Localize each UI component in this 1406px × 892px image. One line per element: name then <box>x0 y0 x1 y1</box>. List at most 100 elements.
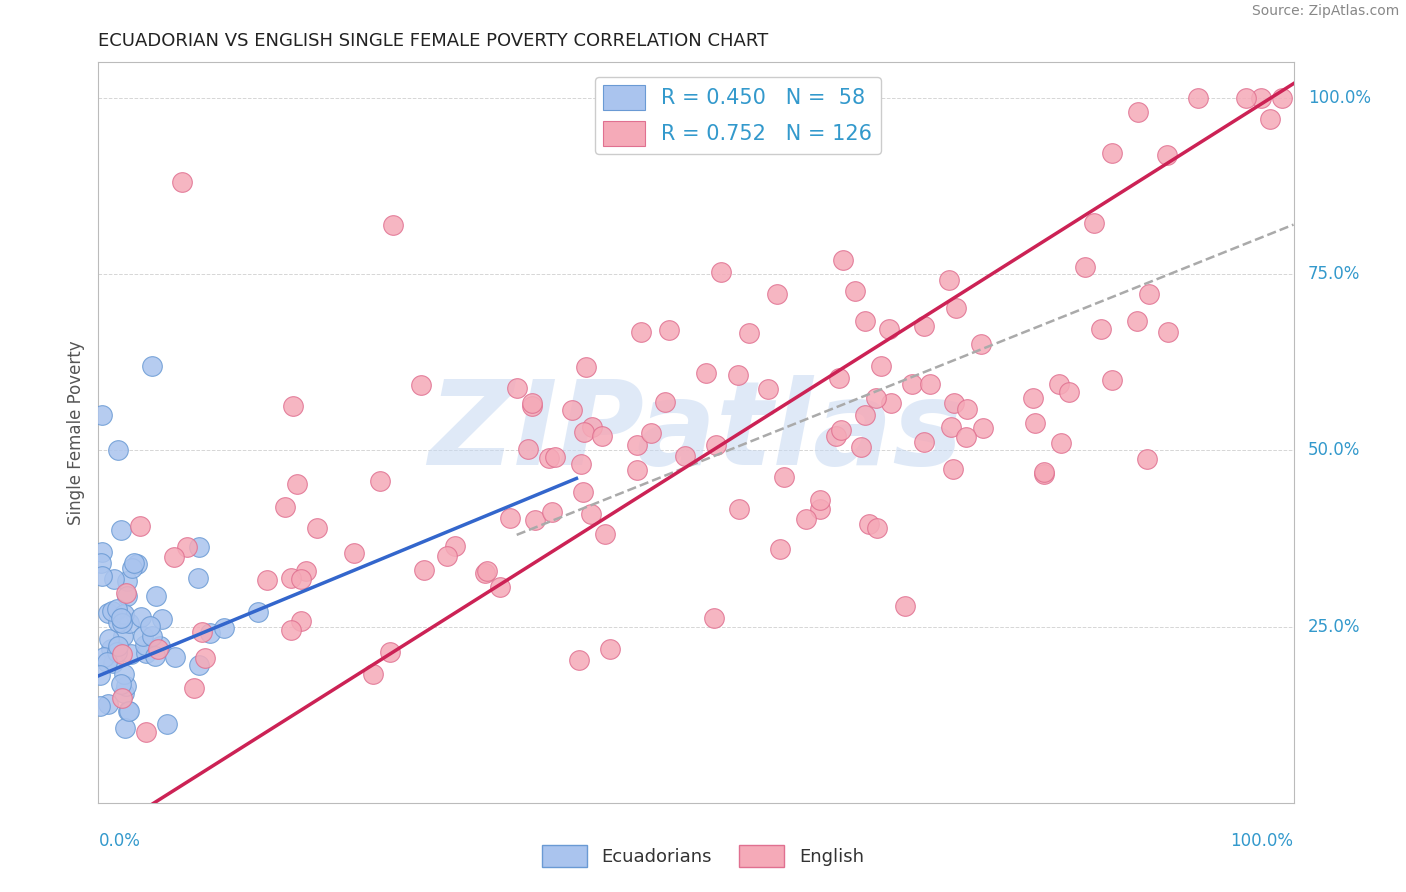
Point <box>591 429 613 443</box>
Point <box>544 450 567 464</box>
Point <box>117 574 139 588</box>
Point <box>865 391 887 405</box>
Point <box>630 325 652 339</box>
Point <box>756 382 779 396</box>
Point <box>1136 452 1159 467</box>
Point <box>474 566 496 581</box>
Text: 50.0%: 50.0% <box>1308 442 1360 459</box>
Point <box>112 607 135 621</box>
Point <box>673 450 696 464</box>
Point <box>110 677 132 691</box>
Point <box>98 632 121 647</box>
Legend: R = 0.450   N =  58, R = 0.752   N = 126: R = 0.450 N = 58, R = 0.752 N = 126 <box>595 77 880 154</box>
Point <box>361 667 384 681</box>
Point <box>955 430 977 444</box>
Point <box>188 657 211 672</box>
Point <box>1234 91 1257 105</box>
Point <box>866 521 889 535</box>
Point <box>149 639 172 653</box>
Point <box>1250 91 1272 105</box>
Point <box>1101 373 1123 387</box>
Text: 25.0%: 25.0% <box>1308 617 1361 635</box>
Point <box>727 368 749 383</box>
Text: 75.0%: 75.0% <box>1308 265 1360 283</box>
Text: 0.0%: 0.0% <box>98 832 141 850</box>
Point <box>499 511 522 525</box>
Point <box>150 612 173 626</box>
Point <box>143 648 166 663</box>
Point <box>111 615 134 630</box>
Point <box>794 512 817 526</box>
Point <box>1057 385 1080 400</box>
Point <box>285 476 308 491</box>
Point <box>830 423 852 437</box>
Point <box>475 564 498 578</box>
Point <box>89 668 111 682</box>
Point <box>808 493 831 508</box>
Point <box>517 442 540 456</box>
Point <box>89 698 111 713</box>
Point <box>703 610 725 624</box>
Point <box>727 502 749 516</box>
Point <box>90 408 112 422</box>
Point <box>183 681 205 696</box>
Point <box>212 621 235 635</box>
Point <box>120 648 142 662</box>
Point <box>90 545 112 559</box>
Text: 100.0%: 100.0% <box>1230 832 1294 850</box>
Point <box>626 463 648 477</box>
Point <box>343 546 366 560</box>
Point <box>163 649 186 664</box>
Point <box>938 273 960 287</box>
Point <box>187 540 209 554</box>
Point <box>295 565 318 579</box>
Point <box>148 642 170 657</box>
Point <box>112 686 135 700</box>
Point <box>110 610 132 624</box>
Point <box>832 253 855 268</box>
Point <box>105 602 128 616</box>
Point <box>945 301 967 316</box>
Point <box>894 599 917 613</box>
Point <box>186 571 208 585</box>
Point <box>654 394 676 409</box>
Point <box>107 615 129 629</box>
Text: Source: ZipAtlas.com: Source: ZipAtlas.com <box>1251 4 1399 19</box>
Point <box>1047 377 1070 392</box>
Point <box>155 716 177 731</box>
Point <box>828 371 851 385</box>
Point <box>110 523 132 537</box>
Point <box>880 396 903 410</box>
Point <box>970 337 993 351</box>
Point <box>97 697 120 711</box>
Point <box>706 438 728 452</box>
Point <box>91 569 114 583</box>
Point <box>100 641 122 656</box>
Point <box>280 623 302 637</box>
Point <box>200 625 222 640</box>
Point <box>808 502 831 516</box>
Point <box>115 586 138 600</box>
Point <box>122 556 145 570</box>
Point <box>658 323 681 337</box>
Point <box>129 610 152 624</box>
Point <box>101 604 124 618</box>
Point <box>522 395 544 409</box>
Point <box>114 722 136 736</box>
Point <box>118 615 141 630</box>
Point <box>849 441 872 455</box>
Point <box>520 399 543 413</box>
Point <box>274 500 297 515</box>
Point <box>121 561 143 575</box>
Point <box>956 401 979 416</box>
Point <box>537 451 560 466</box>
Point <box>141 359 163 373</box>
Point <box>567 653 589 667</box>
Point <box>524 513 547 527</box>
Point <box>112 667 135 681</box>
Point <box>1128 104 1150 119</box>
Point <box>561 403 583 417</box>
Point <box>125 557 148 571</box>
Point <box>488 580 510 594</box>
Point <box>1033 467 1056 481</box>
